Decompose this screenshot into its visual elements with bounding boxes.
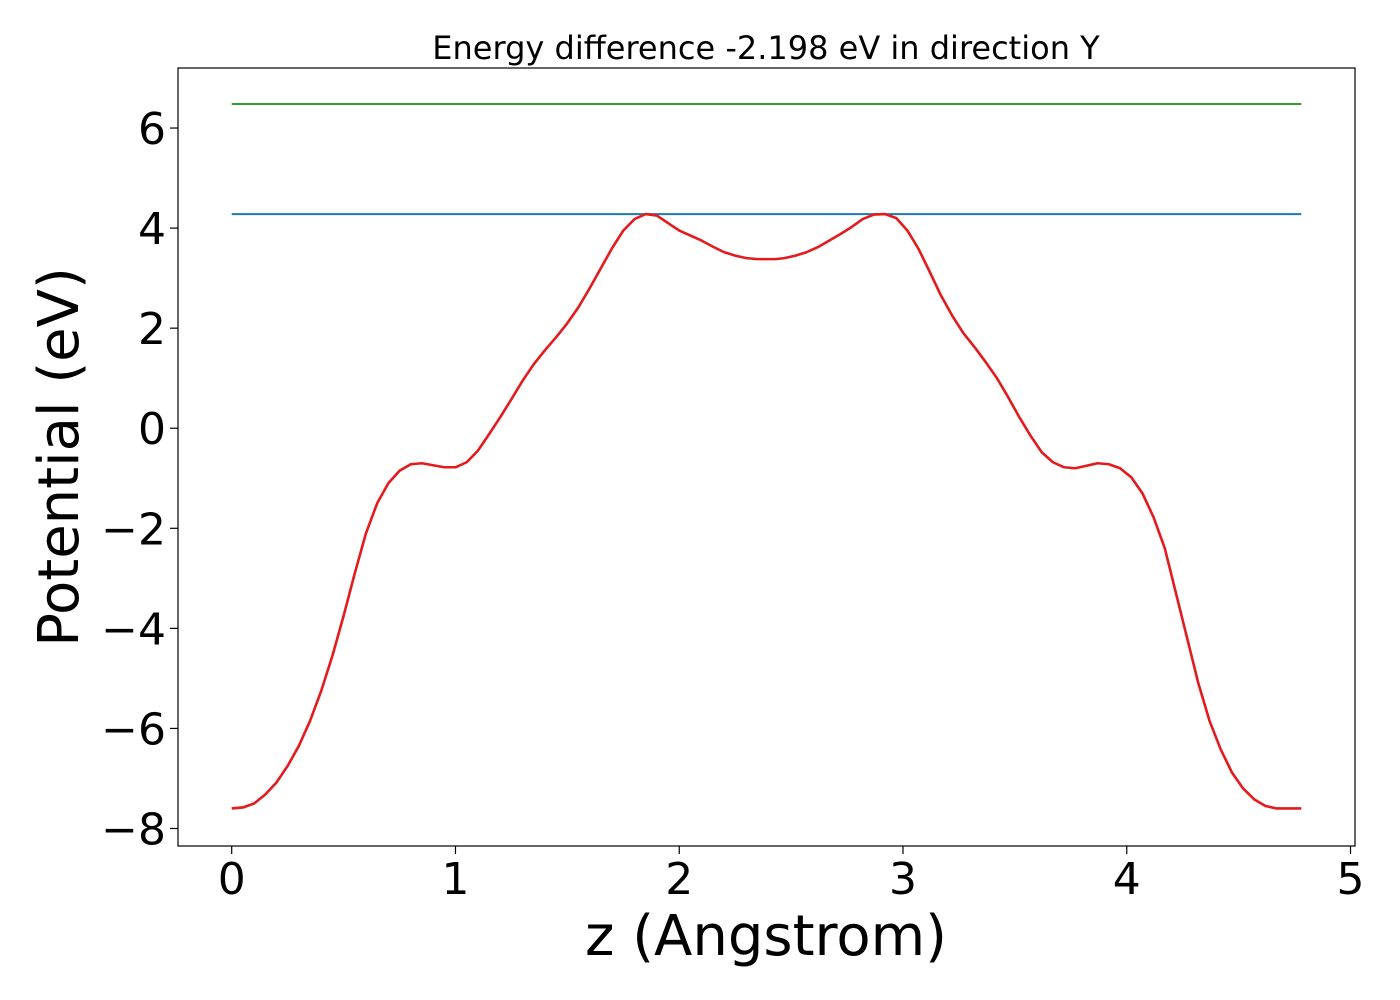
x-tick-label: 3 — [889, 854, 917, 905]
x-tick-label: 0 — [218, 854, 246, 905]
x-tick-label: 5 — [1337, 854, 1365, 905]
y-tick-label: 0 — [138, 404, 166, 455]
x-axis-label: z (Angstrom) — [585, 904, 947, 969]
x-tick-label: 4 — [1113, 854, 1141, 905]
y-tick-label: 2 — [138, 304, 166, 355]
y-tick-label: 6 — [138, 104, 166, 155]
plot-area — [177, 67, 1356, 847]
y-axis-label: Potential (eV) — [27, 267, 92, 647]
y-axis: −8 −6 −4 −2 0 2 4 6 — [101, 104, 178, 855]
y-tick-label: −2 — [101, 504, 166, 555]
chart-title: Energy difference -2.198 eV in direction… — [432, 29, 1100, 67]
y-tick-label: −8 — [101, 804, 166, 855]
x-tick-label: 2 — [665, 854, 693, 905]
y-tick-label: 4 — [138, 204, 166, 255]
plot-frame — [177, 67, 1356, 847]
y-tick-label: −4 — [101, 604, 166, 655]
y-tick-label: −6 — [101, 704, 166, 755]
series-line-2 — [231, 212, 1302, 810]
x-tick-label: 1 — [441, 854, 469, 905]
x-axis: 0 1 2 3 4 5 — [218, 846, 1365, 905]
series-layer — [231, 103, 1302, 810]
